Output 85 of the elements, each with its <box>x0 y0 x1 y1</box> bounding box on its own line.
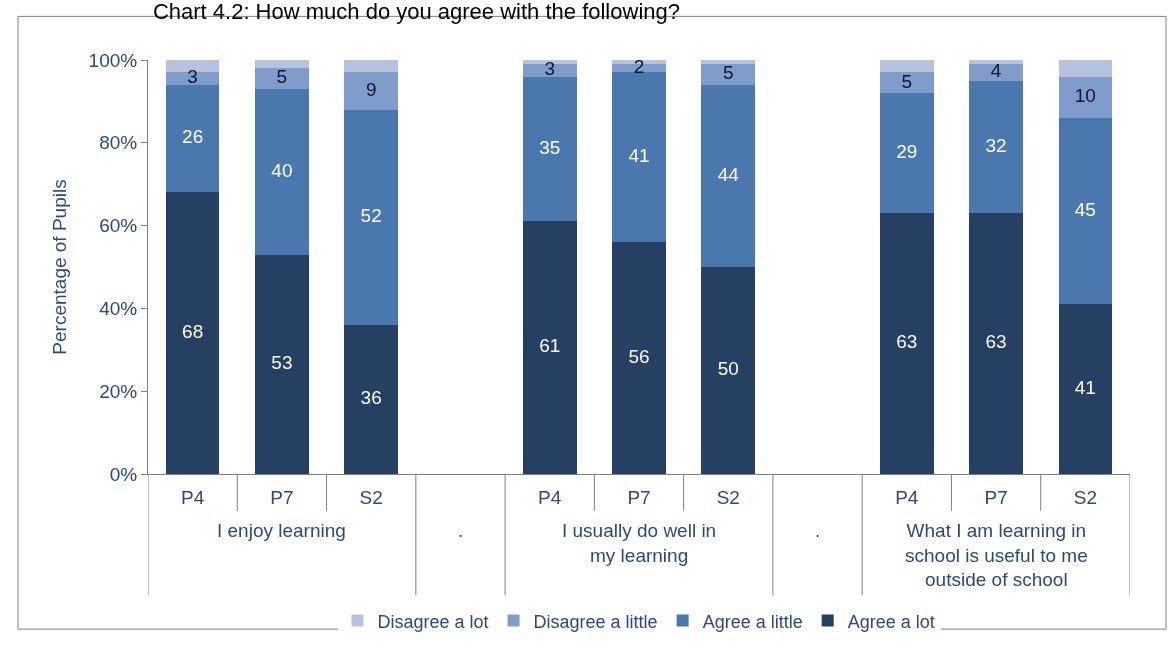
bar <box>880 60 934 73</box>
bar <box>344 60 398 73</box>
data-label: 61 <box>539 335 561 357</box>
bar <box>344 109 398 325</box>
bar <box>880 213 934 474</box>
y-tick-label: 20% <box>99 380 138 402</box>
bar <box>701 64 756 85</box>
y-tick-label: 0% <box>109 463 138 485</box>
bar <box>165 84 220 193</box>
x-tick-label: P4 <box>895 486 919 508</box>
data-label: 45 <box>1074 198 1096 220</box>
data-label: 68 <box>182 320 204 342</box>
bar <box>522 221 577 474</box>
data-label: 2 <box>633 56 645 78</box>
bar <box>701 84 756 267</box>
data-label: 5 <box>276 66 288 88</box>
data-label: 26 <box>182 126 204 148</box>
bar <box>344 72 398 110</box>
x-tick-label: S2 <box>716 486 740 508</box>
bar <box>522 76 577 222</box>
text: . <box>458 520 464 541</box>
data-label: 4 <box>990 60 1002 82</box>
data-label: 36 <box>360 387 382 409</box>
bar <box>255 60 309 69</box>
data-label: 10 <box>1074 85 1096 107</box>
x-tick-label: P7 <box>627 486 651 508</box>
bar <box>880 93 934 214</box>
bar <box>701 60 756 65</box>
y-tick-label: 60% <box>99 215 138 237</box>
y-tick-label: 80% <box>99 132 138 154</box>
data-label: 52 <box>360 205 382 227</box>
y-tick-label: 100% <box>88 49 138 71</box>
y-tick-label: 40% <box>99 298 138 320</box>
text: . <box>815 520 821 541</box>
bar <box>255 88 309 255</box>
bar <box>701 267 756 474</box>
data-label: 3 <box>187 66 198 88</box>
bar <box>1058 76 1113 118</box>
bar <box>969 64 1023 81</box>
bar <box>612 72 666 243</box>
bar <box>165 192 220 474</box>
x-tick-label: S2 <box>359 486 383 508</box>
x-tick-label: P7 <box>984 486 1008 508</box>
bar <box>969 213 1023 474</box>
legend-label: Agree a lot <box>847 611 935 632</box>
x-tick-label: P4 <box>181 486 205 508</box>
legend-label: Agree a little <box>702 611 803 632</box>
data-label: 5 <box>722 62 734 84</box>
bar <box>880 72 934 94</box>
x-tick-label: P4 <box>538 486 562 508</box>
bar <box>344 324 398 474</box>
text: I enjoy learning <box>217 520 346 541</box>
data-label: 41 <box>1074 376 1096 398</box>
bar <box>255 68 309 89</box>
data-label: 44 <box>717 163 740 185</box>
y-axis-title: Percentage of Pupils <box>49 179 71 355</box>
bar <box>1058 304 1113 474</box>
data-label: 3 <box>544 58 556 80</box>
x-tick-label: P7 <box>270 486 294 508</box>
data-label: 32 <box>985 134 1007 156</box>
bar <box>522 64 577 77</box>
data-label: 63 <box>896 331 918 353</box>
data-label: 9 <box>365 78 377 100</box>
x-tick-label: S2 <box>1073 486 1097 508</box>
data-label: 40 <box>271 159 293 181</box>
bar <box>255 254 309 474</box>
data-label: 35 <box>539 136 561 158</box>
text: I usually do well in my learning <box>562 520 717 566</box>
legend-label: Disagree a little <box>533 611 658 632</box>
chart-title: Chart 4.2: How much do you agree with the following? <box>152 0 680 24</box>
data-label: 63 <box>985 331 1007 353</box>
data-label: 53 <box>271 352 293 374</box>
bar <box>165 72 220 85</box>
bar <box>969 80 1023 214</box>
data-label: 5 <box>901 70 913 92</box>
data-label: 50 <box>717 358 739 380</box>
bar <box>1058 117 1113 305</box>
bar <box>1058 60 1113 77</box>
text: What I am learning in school is useful to me outside of school <box>905 520 1088 591</box>
bar <box>612 242 666 474</box>
data-label: 56 <box>628 345 650 367</box>
legend-label: Disagree a lot <box>377 611 489 632</box>
bar <box>969 60 1023 65</box>
data-label: 29 <box>896 140 918 162</box>
data-label: 41 <box>628 145 650 167</box>
